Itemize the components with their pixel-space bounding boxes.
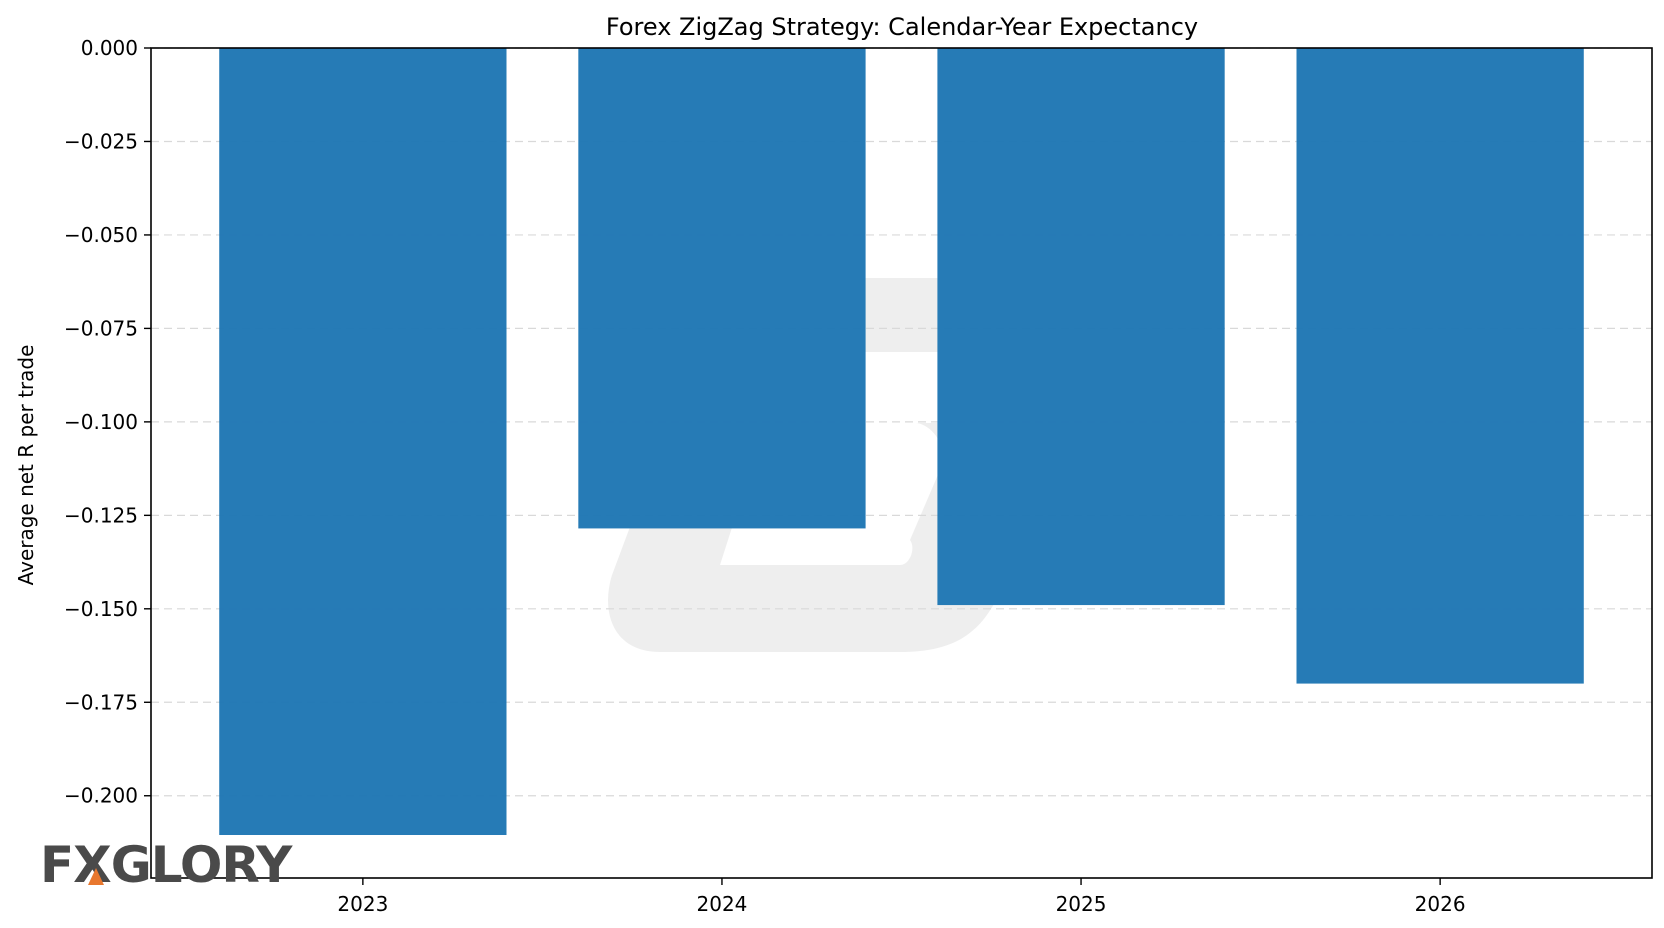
bar-2023: [219, 48, 507, 836]
plot-frame: [150, 47, 1653, 879]
logo-accent-icon: [88, 868, 104, 885]
x-tick-label: 2023: [337, 892, 388, 916]
x-tick-label: 2025: [1056, 892, 1107, 916]
chart-title: Forex ZigZag Strategy: Calendar-Year Exp…: [606, 13, 1198, 41]
logo-text: FXGLORY: [40, 836, 293, 894]
y-tick-label: −0.200: [64, 784, 138, 808]
y-tick-label: −0.100: [64, 410, 138, 434]
y-tick-label: −0.125: [64, 503, 138, 527]
x-tick-label: 2026: [1415, 892, 1466, 916]
y-tick-label: 0.000: [81, 36, 138, 60]
y-tick-label: −0.050: [64, 223, 138, 247]
y-tick-label: −0.075: [64, 316, 138, 340]
y-axis-ticks: 0.000 −0.025 −0.050 −0.075 −0.100 −0.125 −0.15…: [64, 36, 151, 808]
y-axis-label: Average net R per trade: [14, 345, 38, 586]
y-tick-label: −0.175: [64, 690, 138, 714]
x-axis-ticks: 2023 2024 2025 2026: [337, 878, 1466, 916]
bar-2026: [1296, 48, 1584, 684]
bars: [219, 48, 1584, 836]
y-tick-label: −0.025: [64, 129, 138, 153]
bar-2024: [578, 48, 866, 529]
x-tick-label: 2024: [697, 892, 748, 916]
bar-2025: [937, 48, 1225, 606]
fxglory-logo: FXGLORY: [40, 836, 294, 894]
y-tick-label: −0.150: [64, 597, 138, 621]
